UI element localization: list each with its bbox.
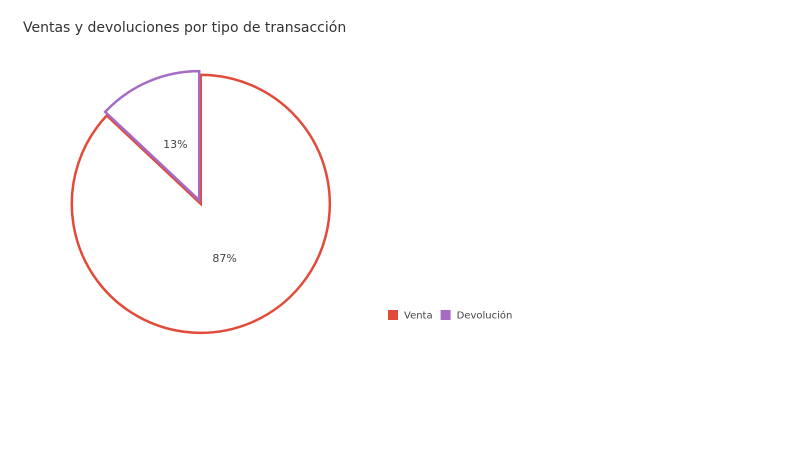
slice-label: 13% [163,138,187,151]
pie-slice [70,73,331,335]
chart-title: Ventas y devoluciones por tipo de transa… [23,20,346,36]
legend-label: Venta [404,311,433,322]
pie-slice [103,69,201,204]
legend-swatch [440,310,451,320]
slice-label: 87% [212,252,236,265]
legend-swatch [388,310,398,320]
legend-label: Devolución [457,310,513,322]
